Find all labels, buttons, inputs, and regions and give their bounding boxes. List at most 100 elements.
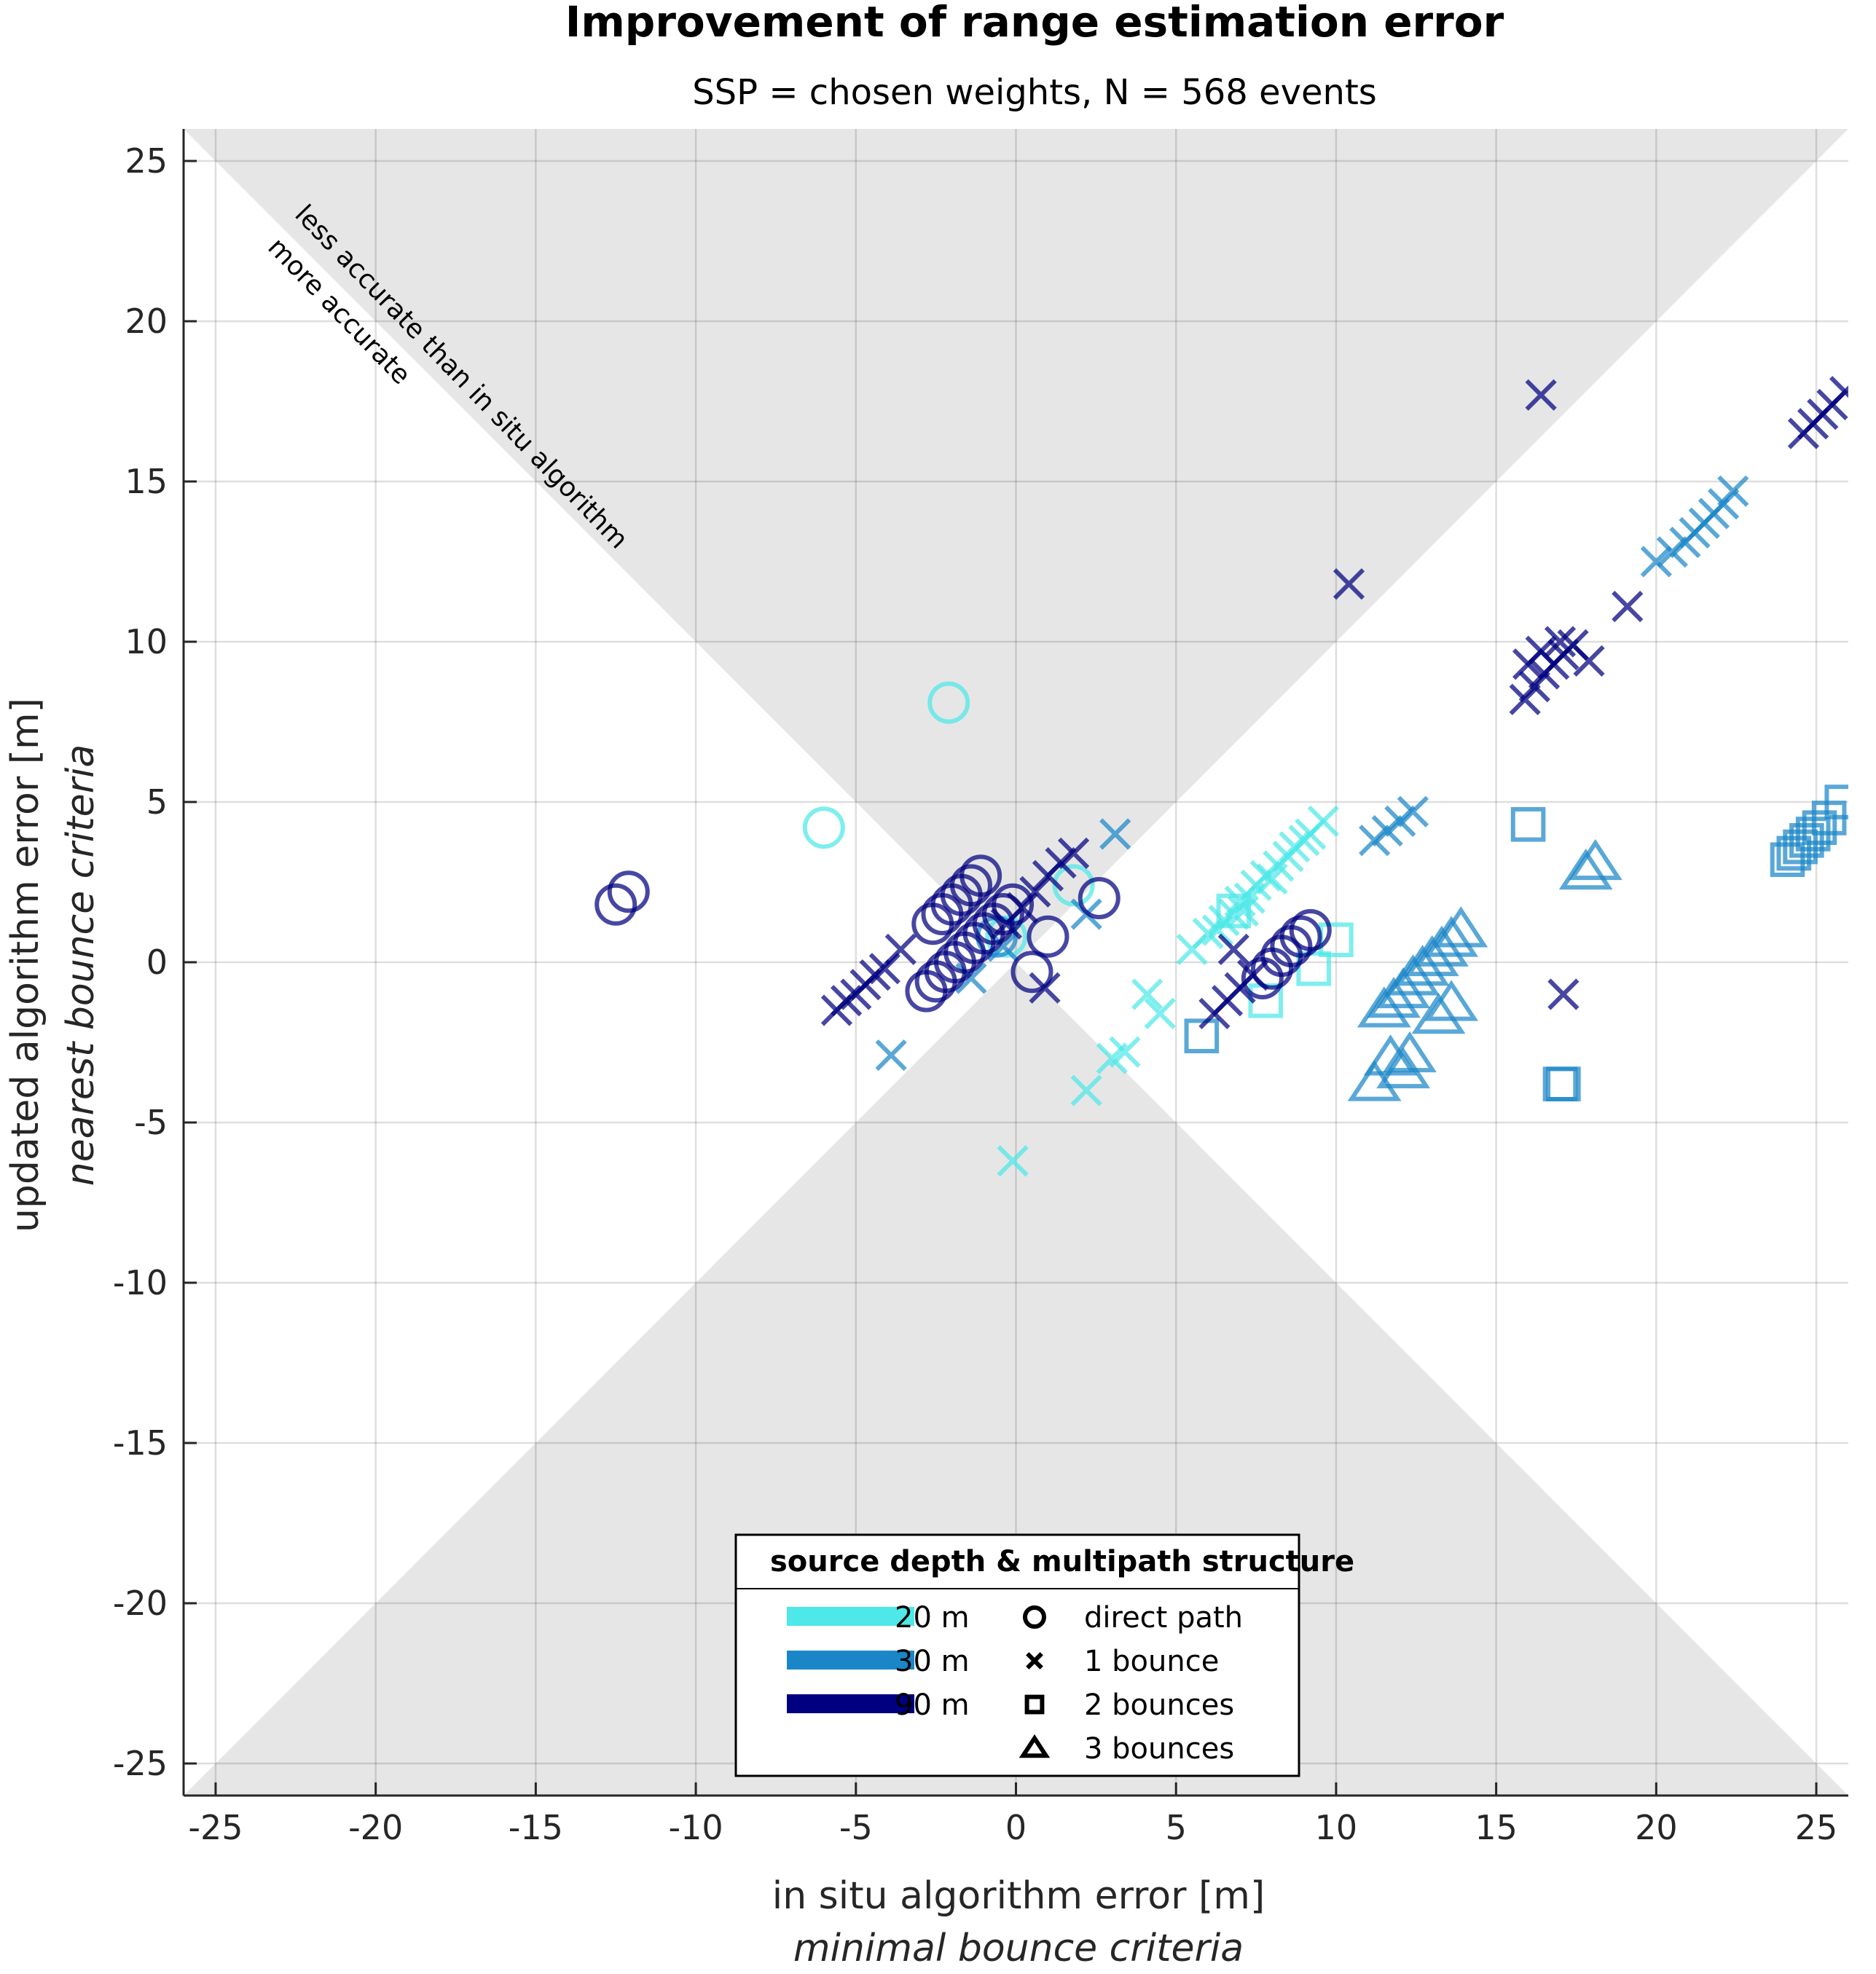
x-axis-sublabel: minimal bounce criteria [793,1927,1244,1970]
data-point [1131,978,1163,1010]
data-point [1027,915,1070,958]
x-tick-label: -20 [348,1808,403,1847]
axes [182,129,1848,1797]
data-point [607,870,650,913]
series-30m-x [875,475,1749,1071]
legend-depth-label: 20 m [895,1601,970,1635]
legend-marker-label: 1 bounce [1084,1645,1219,1678]
chart-subtitle: SSP = chosen weights, N = 568 events [692,72,1377,113]
data-point [1019,876,1051,908]
y-tick-label: -10 [113,1263,168,1302]
legend-marker-label: 3 bounces [1084,1732,1234,1766]
data-point [992,883,1035,926]
data-point [1070,1074,1102,1106]
data-point [1216,893,1252,929]
legend-depth-label: 90 m [895,1688,970,1722]
shade-lower [184,962,1848,1796]
series-30m-triangle [1347,838,1622,1101]
data-point [1279,830,1311,863]
x-tick-label: 0 [1005,1808,1027,1847]
data-point [1824,785,1848,819]
data-point [1612,590,1644,623]
x-tick-label: -5 [839,1808,873,1847]
data-point [1217,933,1249,966]
data-point [1227,894,1260,927]
data-point [1424,980,1479,1021]
data-point [1099,818,1131,850]
data-point [1237,959,1269,991]
data-point [1109,1036,1141,1068]
y-axis-label: updated algorithm error [m] [4,698,47,1232]
x-axis-label: in situ algorithm error [m] [772,1874,1265,1918]
y-tick-label: -25 [113,1744,168,1783]
legend-swatch-90m [787,1694,914,1713]
data-point [959,854,1002,897]
x-tick-label: 20 [1635,1808,1678,1847]
data-point [1371,814,1403,847]
data-point [1029,972,1061,1004]
y-tick-label: 15 [125,462,168,501]
data-point [1770,842,1805,878]
legend: source depth & multipath structure 20 m 3… [734,1533,1354,1777]
data-point [1789,823,1824,858]
y-tick-label: 0 [146,943,168,982]
data-point [1542,1066,1578,1102]
legend-swatch-30m [787,1651,914,1670]
data-point [1558,849,1613,890]
data-point [1518,670,1550,703]
data-point [1547,978,1579,1010]
data-point [1525,379,1557,411]
data-point [1006,892,1038,924]
shaded-region [184,129,1848,1796]
data-point [1184,1018,1220,1054]
data-point [997,1145,1029,1177]
data-point [1829,376,1848,408]
x-tick-label: 25 [1795,1808,1838,1847]
data-point [1717,475,1749,507]
data-point [1411,993,1466,1034]
data-point [1509,683,1541,715]
data-point [1201,914,1233,946]
data-point [985,915,1028,958]
data-point [1144,997,1176,1030]
data-point [949,864,992,907]
data-point [1367,977,1421,1018]
x-tick-label: 15 [1475,1808,1518,1847]
data-point [955,962,987,994]
data-point [868,953,900,985]
x-tick-label: -10 [669,1808,723,1847]
data-point [1776,835,1812,871]
data-point [1307,805,1339,838]
legend-marker-circle-icon [1023,1605,1046,1629]
y-tick-label: 20 [125,302,168,341]
legend-marker-label: 2 bounces [1084,1688,1234,1722]
data-point [1525,635,1557,667]
data-point [1802,810,1837,846]
data-point [1057,837,1090,870]
data-points [594,376,1848,1177]
series-90m-x [820,376,1848,1030]
y-tick-label: 25 [125,141,168,181]
y-tick-label: -15 [113,1423,168,1463]
data-point [1249,860,1282,892]
data-point [1383,1031,1437,1073]
data-point [981,893,1024,935]
data-point [1359,825,1391,857]
legend-marker-x-icon [1026,1652,1043,1670]
data-point [859,959,891,991]
data-point [1010,951,1053,994]
legend-depth-label: 30 m [895,1645,970,1678]
data-point [1397,795,1429,827]
data-point [1424,916,1479,957]
data-point [1708,488,1740,520]
x-tick-label: 10 [1315,1808,1358,1847]
legend-marker-label: direct path [1084,1601,1243,1635]
tick-labels: -25 -20 -15 -10 -5 0 5 10 15 20 25 -25 -20 -15 -10 -5 0 5… [113,141,1837,1847]
shade-upper [184,129,1848,962]
data-point [1296,951,1331,986]
data-point [875,1039,907,1071]
y-axis-sublabel: nearest bounce criteria [59,744,103,1187]
x-tick-label: -25 [188,1808,243,1847]
series-90m-circle [594,854,1332,1012]
